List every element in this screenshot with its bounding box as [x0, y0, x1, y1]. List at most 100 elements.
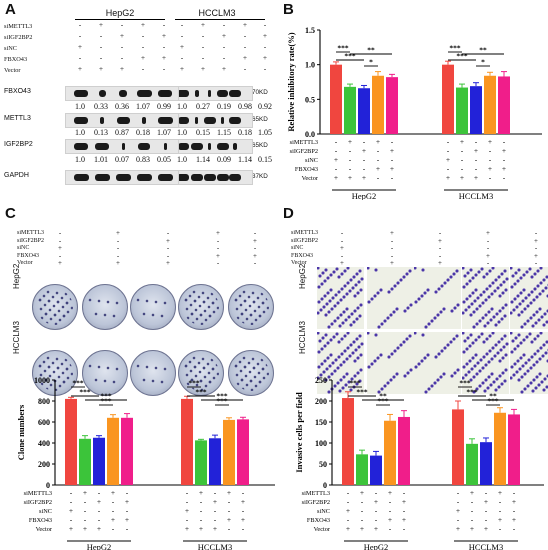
blot-label-igf2bp2: IGF2BP2	[4, 141, 33, 148]
blot-band	[158, 90, 172, 97]
y-tick-label: 0	[46, 481, 50, 490]
matrix-symbol: -	[363, 137, 366, 146]
matrix-row-label: Vector	[291, 260, 307, 266]
matrix-symbol: -	[534, 229, 538, 237]
quant-value: 1.0	[177, 128, 187, 137]
transwell-field	[462, 332, 509, 394]
matrix-symbol: -	[503, 155, 506, 164]
matrix-symbol: -	[340, 236, 344, 245]
matrix-symbol: -	[222, 53, 226, 62]
matrix-symbol: +	[98, 20, 104, 29]
matrix-symbol: -	[242, 488, 245, 497]
hepg2-header-line	[75, 19, 165, 20]
blot-band-hepg2	[65, 113, 182, 128]
matrix-symbol: -	[214, 488, 217, 497]
matrix-symbol: +	[221, 31, 227, 40]
matrix-symbol: -	[263, 42, 267, 51]
matrix-symbol: -	[222, 42, 226, 51]
matrix-symbol: -	[243, 64, 247, 73]
blot-band	[157, 174, 173, 181]
y-tick-label: 1.5	[305, 26, 315, 35]
significance-mark: ***	[466, 388, 478, 397]
bar	[107, 417, 119, 485]
matrix-symbol: -	[503, 137, 506, 146]
blot-band-hepg2	[65, 86, 182, 101]
matrix-symbol: -	[457, 515, 460, 524]
matrix-symbol: -	[349, 164, 352, 173]
matrix-symbol: +	[390, 146, 394, 155]
quant-value: 1.05	[258, 128, 272, 137]
quant-value: 0.92	[258, 102, 272, 111]
matrix-row-label: siMETTL3	[290, 139, 318, 146]
matrix-symbol: +	[161, 31, 167, 40]
blot-band	[216, 143, 229, 150]
y-tick-label: 50	[319, 460, 327, 469]
group-label: HCCLM3	[198, 542, 232, 550]
matrix-row-label: siIGF2BP2	[290, 148, 318, 155]
matrix-symbol: -	[361, 515, 364, 524]
matrix-row-label: FBXO43	[307, 517, 330, 524]
matrix-symbol: -	[340, 251, 344, 260]
matrix-row-label-fbxo43: FBXO43	[4, 56, 28, 63]
colony-dots	[183, 289, 219, 325]
matrix-symbol: -	[162, 42, 166, 51]
matrix-symbol: +	[241, 515, 245, 524]
matrix-symbol: -	[70, 515, 73, 524]
matrix-symbol: +	[470, 488, 474, 497]
matrix-symbol: -	[347, 515, 350, 524]
matrix-symbol: -	[216, 259, 220, 267]
matrix-symbol: +	[262, 31, 268, 40]
matrix-symbol: -	[363, 155, 366, 164]
matrix-symbol: -	[112, 524, 115, 533]
colony-dish	[178, 284, 224, 330]
blot-band	[95, 143, 109, 150]
matrix-symbol: +	[390, 229, 394, 237]
significance-mark: ***	[459, 379, 471, 388]
matrix-symbol: +	[166, 236, 170, 245]
colony-dish	[82, 284, 128, 330]
matrix-row-label: siIGF2BP2	[302, 499, 330, 506]
matrix-symbol: -	[98, 488, 101, 497]
blot-band	[207, 90, 212, 97]
matrix-symbol: +	[334, 155, 338, 164]
matrix-symbol: +	[374, 497, 378, 506]
bar	[358, 88, 370, 134]
matrix-symbol: +	[340, 244, 344, 252]
matrix-symbol: +	[185, 524, 189, 533]
matrix-symbol: +	[216, 229, 220, 237]
blot-label-fbxo43: FBXO43	[4, 88, 31, 95]
matrix-symbol: -	[485, 488, 488, 497]
colony-dots	[233, 355, 269, 391]
blot-band	[179, 117, 190, 124]
colony-dish	[130, 284, 176, 330]
matrix-symbol: -	[84, 506, 87, 515]
matrix-symbol: +	[390, 164, 394, 173]
transwell-field	[414, 267, 461, 329]
significance-mark: ***	[337, 44, 349, 53]
bar	[386, 77, 398, 134]
bar	[466, 443, 478, 485]
matrix-symbol: -	[471, 515, 474, 524]
matrix-symbol: -	[375, 515, 378, 524]
blot-band-hepg2	[65, 139, 182, 154]
blot-band	[179, 90, 190, 97]
blot-band	[74, 90, 88, 97]
group-label: HepG2	[352, 191, 377, 200]
matrix-symbol: +	[69, 524, 73, 533]
panel-b-label: B	[283, 1, 294, 18]
matrix-symbol: -	[363, 164, 366, 173]
matrix-symbol: -	[349, 155, 352, 164]
matrix-symbol: +	[488, 164, 492, 173]
quant-value: 0.33	[94, 102, 108, 111]
significance-mark: ***	[72, 379, 84, 388]
matrix-symbol: +	[460, 137, 464, 146]
matrix-symbol: +	[460, 173, 464, 182]
matrix-symbol: -	[162, 20, 166, 29]
bar	[342, 398, 354, 485]
matrix-symbol: +	[58, 244, 62, 252]
y-tick-label: 0.5	[305, 95, 315, 104]
matrix-symbol: -	[485, 515, 488, 524]
colony-dots	[87, 289, 123, 325]
blot-band-hcclm3	[178, 113, 253, 128]
matrix-symbol: -	[180, 31, 184, 40]
